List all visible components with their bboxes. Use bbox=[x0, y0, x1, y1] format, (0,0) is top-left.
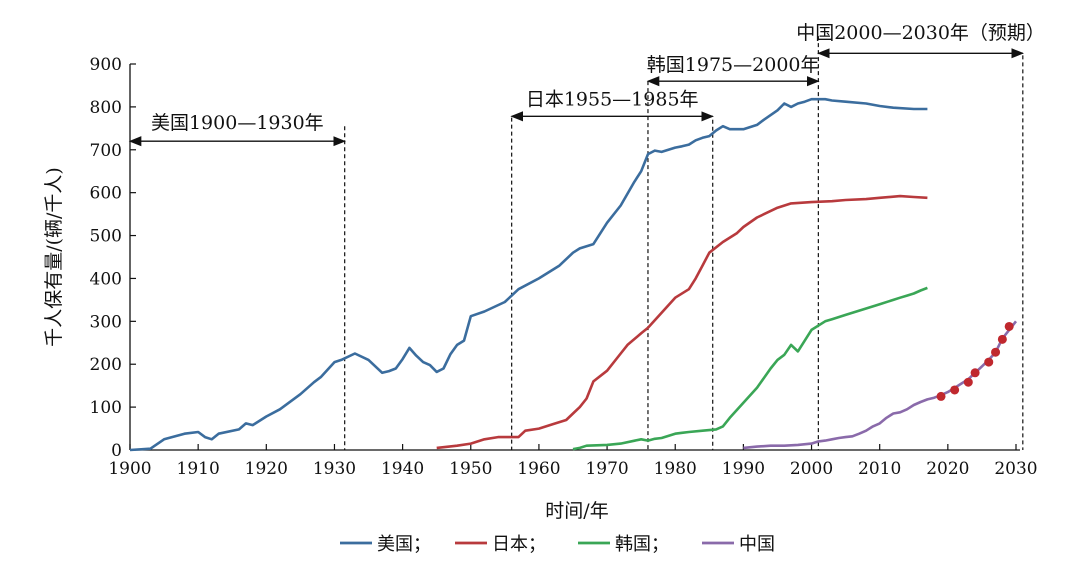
series-lines bbox=[129, 97, 1018, 452]
legend-item: 韩国； bbox=[578, 534, 669, 555]
projection-point bbox=[963, 377, 973, 387]
period-label: 中国2000—2030年（预期） bbox=[796, 22, 1045, 44]
legend-item: 日本； bbox=[455, 534, 546, 555]
y-tick-label: 800 bbox=[90, 98, 122, 118]
y-tick-label: 700 bbox=[90, 141, 122, 161]
legend: 美国； 日本； 韩国； 中国 bbox=[340, 534, 775, 555]
projection-point bbox=[991, 347, 1001, 357]
period-label: 韩国1975—2000年 bbox=[647, 54, 820, 76]
x-ticks: 1900 1910 1920 1930 1940 1950 1960 1970 1980 1990… bbox=[108, 444, 1038, 479]
x-tick-label: 1970 bbox=[585, 459, 628, 479]
y-tick-label: 500 bbox=[90, 227, 122, 247]
x-tick-label: 2020 bbox=[926, 459, 969, 479]
x-tick-label: 1950 bbox=[449, 459, 492, 479]
y-tick-label: 600 bbox=[90, 184, 122, 204]
projection-point bbox=[984, 357, 994, 367]
projection-point bbox=[970, 368, 980, 378]
x-tick-label: 2010 bbox=[858, 459, 901, 479]
legend-label: 日本； bbox=[492, 534, 546, 555]
series-line bbox=[572, 286, 928, 451]
period-label: 美国1900—1930年 bbox=[151, 112, 324, 134]
y-tick-label: 100 bbox=[90, 398, 122, 418]
y-tick-label: 900 bbox=[90, 55, 122, 75]
x-axis-label: 时间/年 bbox=[545, 500, 608, 522]
x-tick-label: 1940 bbox=[381, 459, 424, 479]
y-tick-label: 300 bbox=[90, 312, 122, 332]
x-tick-label: 2000 bbox=[790, 459, 833, 479]
series-line bbox=[436, 194, 928, 450]
x-tick-label: 1960 bbox=[517, 459, 560, 479]
y-axis-label: 千人保有量/(辆/千人) bbox=[43, 167, 65, 347]
legend-label: 中国 bbox=[739, 534, 775, 555]
legend-item: 中国 bbox=[702, 534, 775, 555]
projection-point bbox=[1004, 321, 1014, 331]
x-tick-label: 1930 bbox=[313, 459, 356, 479]
projection-point bbox=[997, 334, 1007, 344]
legend-label: 韩国； bbox=[615, 534, 669, 555]
y-ticks: 0 100 200 300 400 500 600 700 800 900 bbox=[90, 55, 136, 461]
y-tick-label: 0 bbox=[111, 441, 122, 461]
y-tick-label: 400 bbox=[90, 269, 122, 289]
projection-point bbox=[936, 391, 946, 401]
x-tick-label: 1980 bbox=[654, 459, 697, 479]
legend-item: 美国； bbox=[340, 534, 431, 555]
period-annotations: 美国1900—1930年 日本1955—1985年 韩国1975—2000年 中国20… bbox=[128, 22, 1045, 450]
series-line bbox=[129, 97, 928, 452]
x-tick-label: 2030 bbox=[994, 459, 1037, 479]
projection-point bbox=[950, 385, 960, 395]
projection-points bbox=[936, 321, 1014, 401]
series-line bbox=[743, 320, 1018, 450]
x-tick-label: 1920 bbox=[245, 459, 288, 479]
x-tick-label: 1910 bbox=[177, 459, 220, 479]
x-tick-label: 1990 bbox=[722, 459, 765, 479]
x-tick-label: 1900 bbox=[108, 459, 151, 479]
legend-label: 美国； bbox=[377, 534, 431, 555]
y-tick-label: 200 bbox=[90, 355, 122, 375]
period-label: 日本1955—1985年 bbox=[526, 88, 699, 110]
